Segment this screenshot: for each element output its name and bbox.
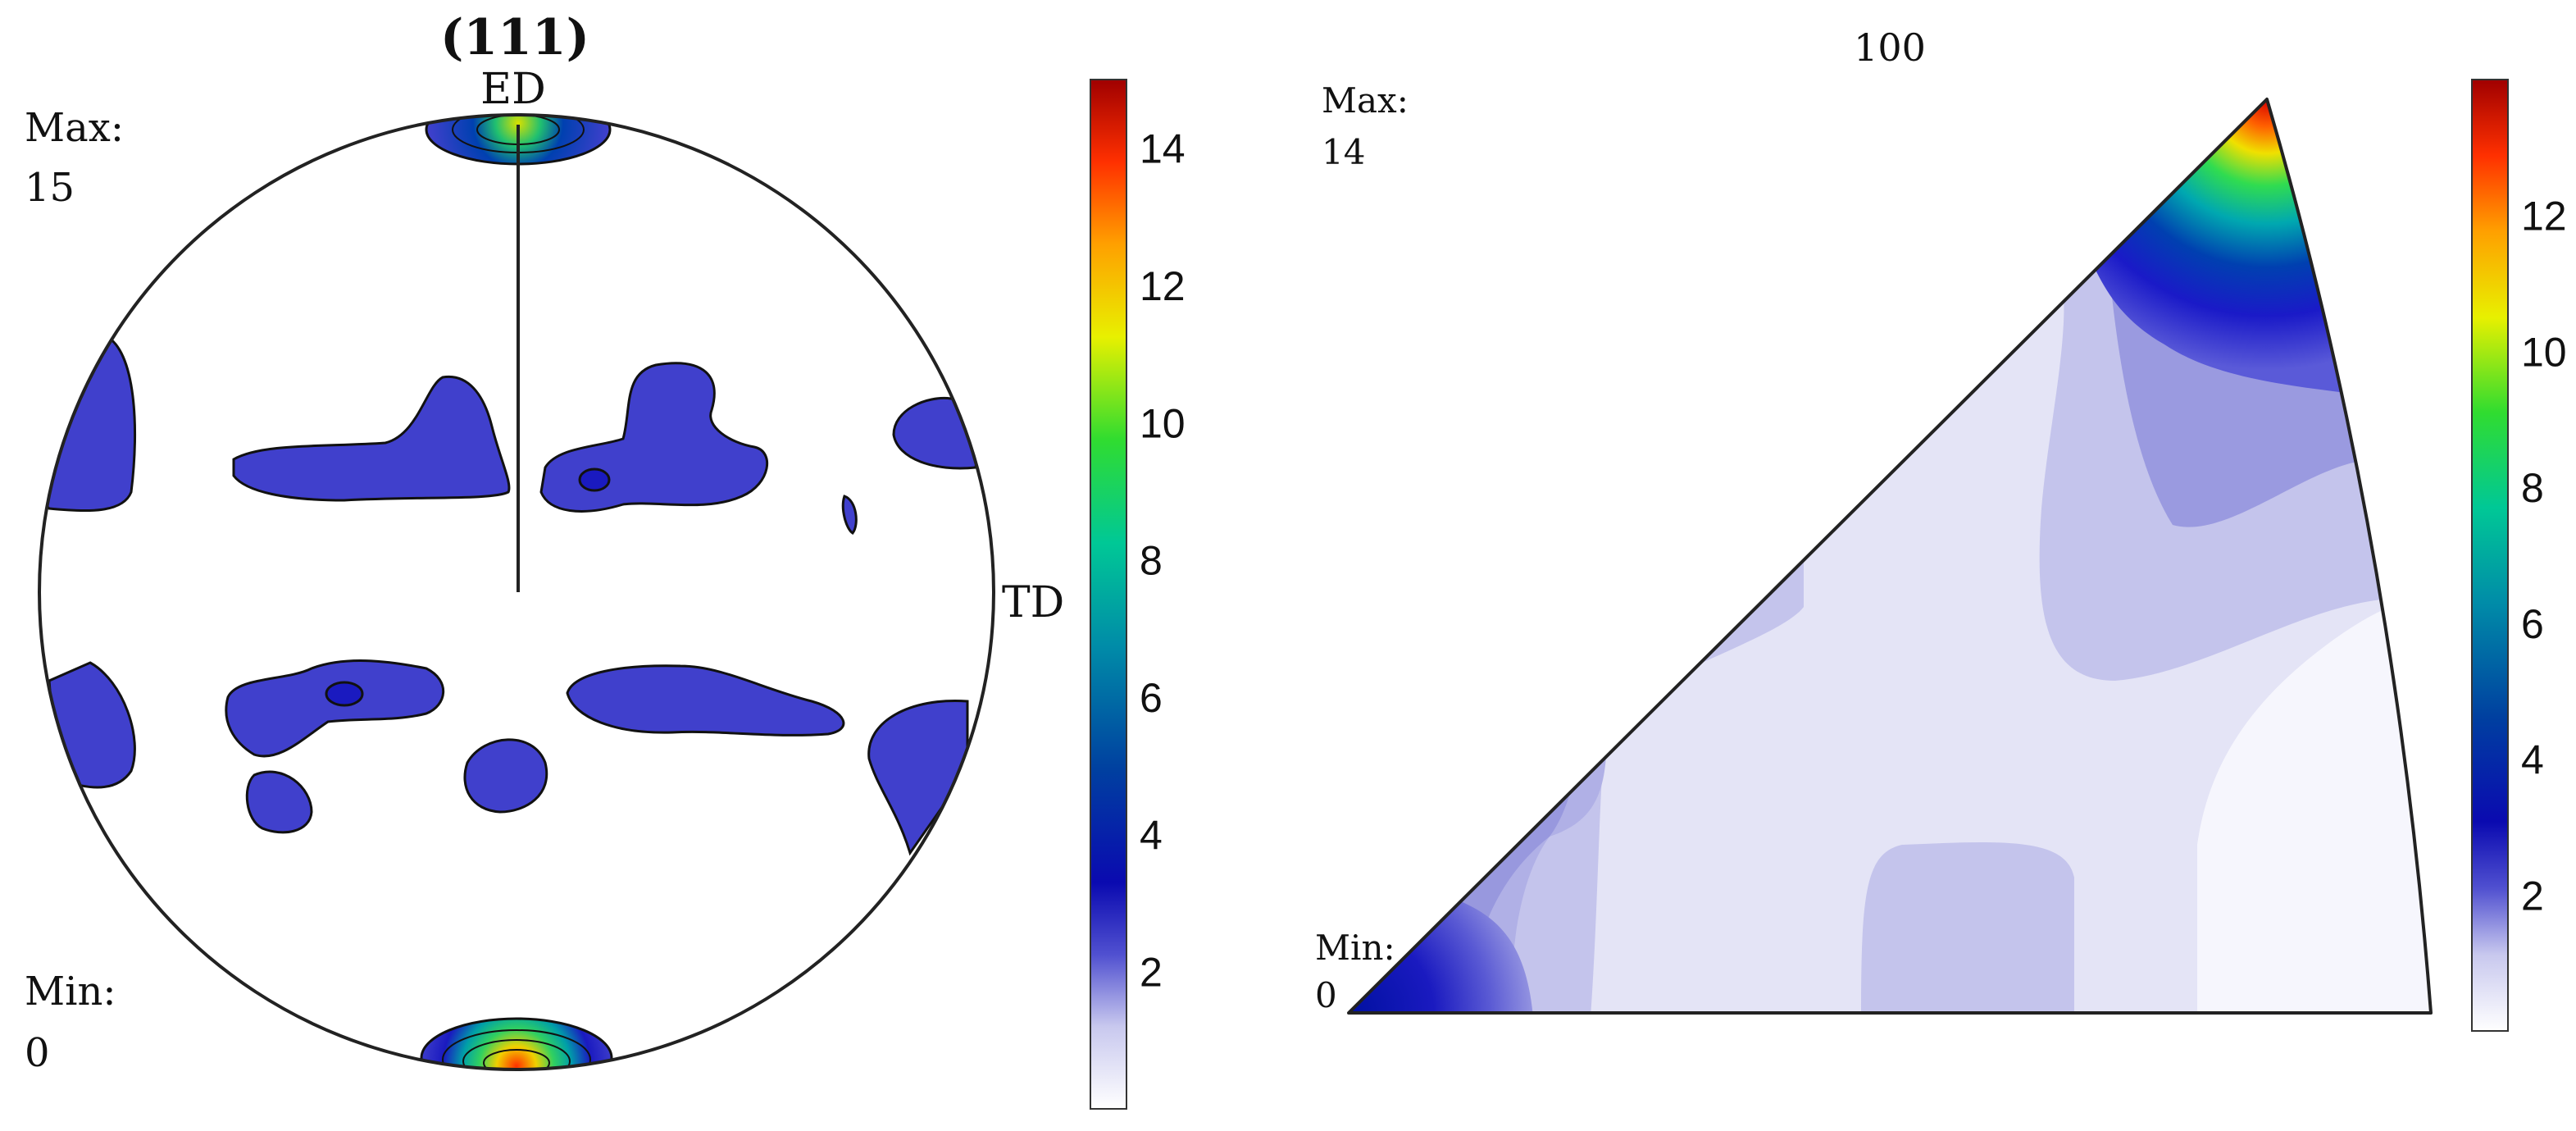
ipf-max-label: Max: <box>1322 80 1409 121</box>
inverse-pole-figure: 100 Max: 14 Min: 0 <box>1315 25 2433 1015</box>
pole-figure-colorbar: 2 4 6 8 10 12 14 <box>1090 79 1186 1110</box>
contour-line <box>442 1029 591 1069</box>
pole-figure-title: (111) <box>440 9 589 66</box>
contour-peak <box>578 467 611 492</box>
pole-figure-min-value: 0 <box>25 1030 50 1076</box>
colorbar-gradient <box>1090 79 1127 1110</box>
pf-colorbar-tick-label: 10 <box>1140 400 1186 446</box>
ipf-colorbar-tick-label: 4 <box>2521 737 2544 783</box>
ipf-title: 100 <box>1854 25 1926 70</box>
ipf-colorbar: 2 4 6 8 10 12 <box>2471 79 2567 1032</box>
contour-region <box>566 664 845 737</box>
contour-region <box>841 495 858 535</box>
ipf-max-value: 14 <box>1322 132 1365 172</box>
pole-figure-max-value: 15 <box>25 165 75 211</box>
ipf-min-label: Min: <box>1315 928 1395 968</box>
contour-peak <box>325 681 364 707</box>
ipf-colorbar-tick-label: 12 <box>2521 194 2567 239</box>
contour-region <box>867 699 969 856</box>
contour-region <box>232 375 511 502</box>
pf-colorbar-tick-label: 4 <box>1140 812 1163 858</box>
contour-region <box>245 770 313 834</box>
ed-axis-label: ED <box>480 65 546 114</box>
pole-figure-max-label: Max: <box>25 105 124 151</box>
pf-colorbar-tick-label: 2 <box>1140 950 1163 996</box>
contour-region <box>39 335 137 513</box>
contour-region <box>539 362 768 513</box>
pole-figure-circle <box>38 113 995 1071</box>
pf-colorbar-tick-label: 6 <box>1140 675 1163 721</box>
pf-colorbar-tick-label: 12 <box>1140 263 1186 309</box>
pole-figure-contours <box>39 115 985 1069</box>
td-axis-label: TD <box>1002 578 1064 627</box>
ipf-region <box>1861 841 2074 1013</box>
ipf-colorbar-tick-label: 8 <box>2521 465 2544 511</box>
contour-region <box>463 738 548 814</box>
contour-line <box>483 1049 550 1069</box>
ipf-colorbar-tick-label: 2 <box>2521 873 2544 919</box>
contour-region <box>225 659 445 758</box>
colorbar-gradient <box>2471 79 2509 1032</box>
pole-figure: (111) ED TD Max: 15 Min: 0 <box>25 9 1064 1076</box>
ipf-colorbar-tick-label: 6 <box>2521 601 2544 647</box>
pole-figure-min-label: Min: <box>25 969 116 1015</box>
pf-colorbar-tick-label: 8 <box>1140 538 1163 584</box>
ipf-white-region <box>2197 591 2431 1013</box>
contour-region <box>892 396 985 470</box>
pf-colorbar-tick-label: 14 <box>1140 126 1186 172</box>
ipf-colorbar-tick-label: 10 <box>2521 329 2567 375</box>
contour-line <box>462 1039 571 1069</box>
contour-bottom-pole <box>420 1017 613 1069</box>
ipf-triangle-outline <box>1347 98 2433 1015</box>
ipf-contours <box>1349 99 2431 1013</box>
contour-region <box>48 661 136 789</box>
ipf-min-value: 0 <box>1315 975 1337 1015</box>
